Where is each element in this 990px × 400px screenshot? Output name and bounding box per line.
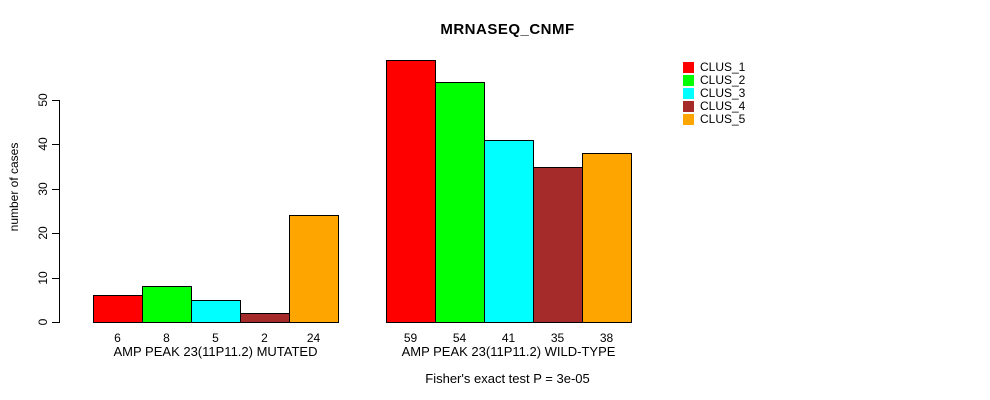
legend-label: CLUS_2	[700, 73, 746, 87]
legend-label: CLUS_3	[700, 86, 746, 100]
legend-swatch	[683, 88, 694, 99]
group-label: AMP PEAK 23(11P11.2) WILD-TYPE	[401, 344, 616, 359]
legend: CLUS_1 CLUS_2 CLUS_3 CLUS_4 CLUS_5	[683, 60, 746, 126]
legend-swatch	[683, 101, 694, 112]
y-axis-line	[59, 100, 60, 323]
legend-label: CLUS_5	[700, 112, 746, 126]
legend-item-clus_2: CLUS_2	[683, 73, 746, 87]
y-axis-label: number of cases	[7, 142, 21, 232]
chart-title: MRNASEQ_CNMF	[440, 21, 575, 38]
bar-clus_1-group2	[386, 60, 436, 323]
y-tick-label: 30	[36, 182, 50, 196]
annotation-text: Fisher's exact test P = 3e-05	[425, 371, 590, 386]
legend-item-clus_5: CLUS_5	[683, 112, 746, 126]
bar-value-label: 41	[501, 331, 516, 345]
bar-value-label: 54	[452, 331, 467, 345]
y-tick-mark	[52, 322, 59, 323]
y-tick-mark	[52, 144, 59, 146]
legend-item-clus_4: CLUS_4	[683, 99, 746, 113]
bar-value-label: 6	[114, 331, 121, 345]
bar-clus_3-group1	[191, 299, 241, 323]
bar-clus_3-group2	[484, 139, 534, 323]
bar-clus_2-group1	[142, 286, 192, 323]
y-tick-mark	[52, 233, 59, 235]
bar-clus_4-group2	[533, 166, 583, 323]
bar-clus_5-group1	[289, 215, 339, 323]
legend-label: CLUS_4	[700, 99, 746, 113]
bar-value-label: 8	[163, 331, 170, 345]
legend-item-clus_3: CLUS_3	[683, 86, 746, 100]
bar-clus_5-group2	[582, 153, 632, 323]
bar-value-label: 5	[212, 331, 219, 345]
bar-value-label: 24	[306, 331, 321, 345]
group-label: AMP PEAK 23(11P11.2) MUTATED	[113, 344, 318, 359]
legend-label: CLUS_1	[700, 60, 746, 74]
bar-clus_1-group1	[93, 295, 143, 323]
legend-item-clus_1: CLUS_1	[683, 60, 746, 74]
bar-value-label: 2	[261, 331, 268, 345]
y-tick-label: 40	[36, 137, 50, 152]
y-tick-mark	[52, 188, 59, 190]
bar-clus_4-group1	[240, 313, 290, 323]
bar-value-label: 59	[403, 331, 418, 345]
y-tick-label: 50	[36, 93, 50, 107]
bar-value-label: 35	[550, 331, 565, 345]
y-tick-mark	[52, 277, 59, 279]
y-tick-label: 20	[36, 226, 50, 240]
y-tick-label: 10	[36, 270, 50, 285]
legend-swatch	[683, 114, 694, 125]
legend-swatch	[683, 62, 694, 73]
bar-value-label: 38	[599, 331, 614, 345]
y-tick-mark	[52, 100, 59, 101]
bar-clus_2-group2	[435, 82, 485, 323]
y-tick-label: 0	[36, 318, 50, 326]
legend-swatch	[683, 75, 694, 86]
